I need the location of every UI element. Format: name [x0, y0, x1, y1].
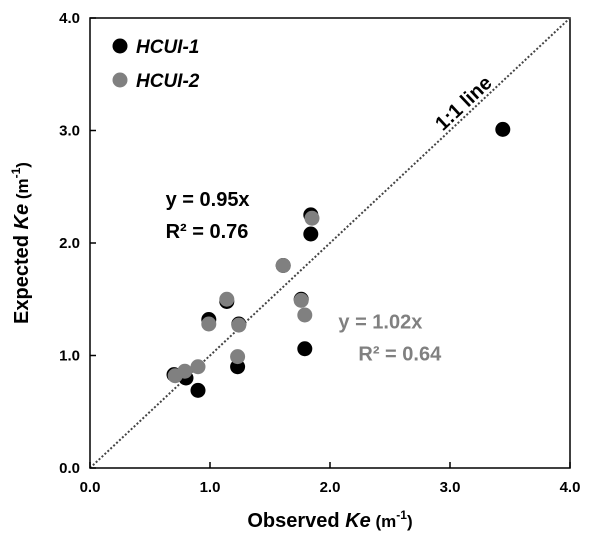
data-point-hcui-1 — [190, 382, 206, 398]
y-tick-label: 3.0 — [59, 123, 80, 140]
legend-item-hcui-2: HCUI-2 — [112, 71, 200, 92]
y-axis: 0.0 1.0 2.0 3.0 4.0 — [59, 10, 96, 477]
data-point-hcui-2 — [304, 210, 320, 226]
legend: HCUI-1 HCUI-2 — [112, 37, 200, 92]
legend-marker-hcui-1 — [112, 38, 128, 54]
legend-label-hcui-2: HCUI-2 — [136, 71, 200, 92]
regression-equation: y = 0.95x — [166, 189, 250, 211]
x-tick-label: 0.0 — [80, 479, 101, 496]
y-tick-label: 2.0 — [59, 235, 80, 252]
legend-label-hcui-1: HCUI-1 — [136, 37, 199, 58]
data-point-hcui-2 — [297, 307, 313, 323]
legend-item-hcui-1: HCUI-1 — [112, 37, 199, 58]
data-point-hcui-2 — [230, 349, 246, 365]
x-tick-label: 1.0 — [200, 479, 221, 496]
data-point-hcui-2 — [293, 292, 309, 308]
r-squared-label: R² = 0.76 — [166, 221, 249, 243]
one-to-one-line — [89, 17, 571, 469]
regression-equation: y = 1.02x — [338, 312, 422, 334]
data-points — [166, 121, 511, 398]
x-tick-label: 4.0 — [560, 479, 581, 496]
data-point-hcui-1 — [495, 121, 511, 137]
legend-marker-hcui-2 — [112, 72, 128, 88]
data-point-hcui-2 — [201, 316, 217, 332]
data-point-hcui-2 — [231, 317, 247, 333]
data-point-hcui-2 — [177, 363, 193, 379]
x-tick-label: 3.0 — [440, 479, 461, 496]
data-point-hcui-2 — [275, 258, 291, 273]
x-axis-title: Observed Ke (m-1) — [247, 508, 412, 532]
data-point-hcui-2 — [219, 291, 235, 307]
data-point-hcui-1 — [303, 226, 319, 242]
y-tick-label: 0.0 — [59, 460, 80, 477]
r-squared-label: R² = 0.64 — [358, 344, 442, 366]
series-hcui-1 — [166, 121, 511, 398]
data-point-hcui-2 — [190, 359, 206, 375]
one-to-one-label: 1:1 line — [431, 72, 496, 135]
y-tick-label: 1.0 — [59, 348, 80, 365]
regression-annotations: y = 0.95x R² = 0.76 y = 1.02x R² = 0.64 — [166, 189, 442, 366]
data-point-hcui-1 — [297, 341, 313, 357]
y-axis-title: Expected Ke (m-1) — [9, 162, 33, 324]
x-tick-label: 2.0 — [320, 479, 341, 496]
y-tick-label: 4.0 — [59, 10, 80, 27]
series-hcui-2 — [167, 210, 320, 384]
x-axis: 0.0 1.0 2.0 3.0 4.0 — [80, 462, 581, 496]
